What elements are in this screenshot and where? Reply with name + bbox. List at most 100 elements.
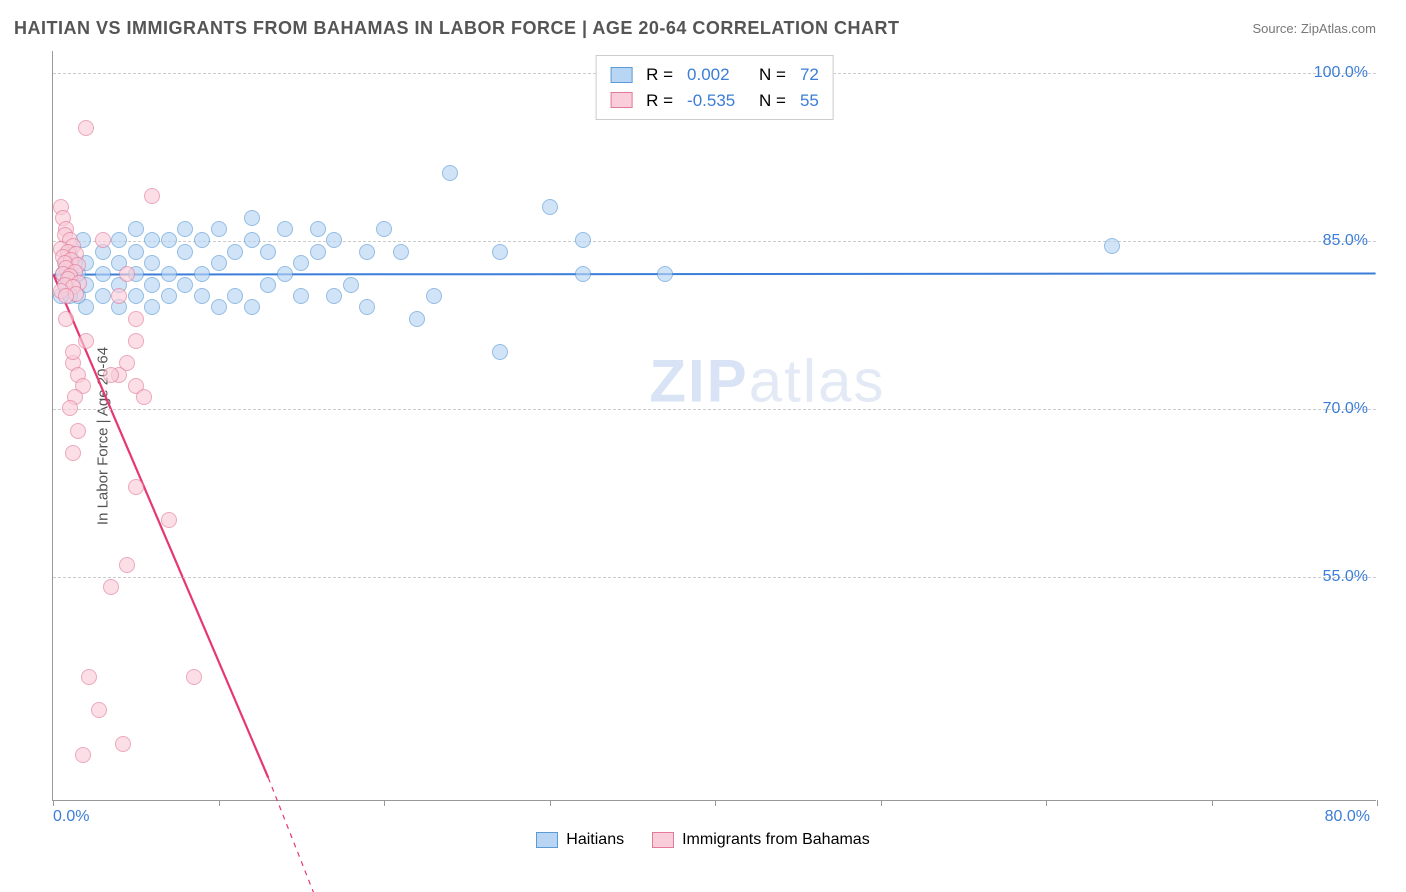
scatter-point [211,255,227,271]
scatter-point [426,288,442,304]
scatter-point [492,344,508,360]
scatter-point [393,244,409,260]
scatter-point [81,669,97,685]
scatter-point [161,512,177,528]
scatter-point [128,311,144,327]
scatter-point [119,557,135,573]
legend-series-item: Haitians [536,831,624,849]
scatter-point [62,400,78,416]
y-tick-label: 100.0% [1314,64,1368,82]
scatter-point [194,266,210,282]
scatter-point [144,232,160,248]
header: HAITIAN VS IMMIGRANTS FROM BAHAMAS IN LA… [0,0,1406,45]
scatter-point [227,288,243,304]
scatter-point [95,266,111,282]
scatter-point [244,299,260,315]
scatter-point [78,120,94,136]
scatter-point [177,244,193,260]
legend-series-item: Immigrants from Bahamas [652,831,870,849]
legend-n-value: 55 [800,88,819,114]
scatter-point [343,277,359,293]
scatter-point [128,479,144,495]
x-tick [1377,800,1378,806]
scatter-point [177,277,193,293]
scatter-point [227,244,243,260]
scatter-point [359,299,375,315]
legend-swatch [536,832,558,848]
scatter-point [326,288,342,304]
x-tick [219,800,220,806]
scatter-point [128,244,144,260]
scatter-point [144,277,160,293]
legend-swatch [652,832,674,848]
scatter-point [211,221,227,237]
scatter-point [277,266,293,282]
scatter-point [277,221,293,237]
scatter-point [1104,238,1120,254]
source-link[interactable]: ZipAtlas.com [1301,21,1376,36]
scatter-point [111,232,127,248]
scatter-point [359,244,375,260]
y-tick-label: 85.0% [1323,232,1368,250]
x-axis-start-label: 0.0% [53,808,89,826]
x-tick [1046,800,1047,806]
scatter-point [65,344,81,360]
scatter-point [575,266,591,282]
scatter-point [492,244,508,260]
scatter-point [161,266,177,282]
gridline [53,409,1376,410]
scatter-point [575,232,591,248]
scatter-point [293,255,309,271]
scatter-point [186,669,202,685]
scatter-point [91,702,107,718]
scatter-point [542,199,558,215]
scatter-point [103,579,119,595]
trend-lines-svg [53,51,1376,800]
x-axis-end-label: 80.0% [1325,808,1370,826]
x-tick [53,800,54,806]
scatter-point [58,288,74,304]
scatter-point [293,288,309,304]
legend-n-value: 72 [800,62,819,88]
scatter-point [144,188,160,204]
scatter-point [194,288,210,304]
plot-area: ZIPatlas R = 0.002N = 72R = -0.535N = 55… [52,51,1376,801]
scatter-point [70,423,86,439]
legend-r-value: -0.535 [687,88,745,114]
source-attribution: Source: ZipAtlas.com [1252,21,1376,36]
x-tick [550,800,551,806]
scatter-point [409,311,425,327]
chart-title: HAITIAN VS IMMIGRANTS FROM BAHAMAS IN LA… [14,18,900,39]
scatter-point [442,165,458,181]
legend-series: Haitians Immigrants from Bahamas [0,831,1406,849]
scatter-point [244,210,260,226]
scatter-point [128,221,144,237]
legend-swatch [610,92,632,108]
scatter-point [310,221,326,237]
scatter-point [194,232,210,248]
legend-swatch [610,67,632,83]
x-tick [1212,800,1213,806]
scatter-point [260,277,276,293]
x-tick [715,800,716,806]
legend-correlation-box: R = 0.002N = 72R = -0.535N = 55 [595,55,834,120]
scatter-point [244,232,260,248]
scatter-point [95,232,111,248]
scatter-point [326,232,342,248]
scatter-point [161,232,177,248]
scatter-point [95,288,111,304]
legend-correlation-row: R = 0.002N = 72 [610,62,819,88]
plot-wrapper: In Labor Force | Age 20-64 ZIPatlas R = … [42,51,1376,821]
y-tick-label: 55.0% [1323,568,1368,586]
scatter-point [144,299,160,315]
scatter-point [119,266,135,282]
scatter-point [161,288,177,304]
scatter-point [310,244,326,260]
scatter-point [65,445,81,461]
scatter-point [103,367,119,383]
scatter-point [78,333,94,349]
gridline [53,577,1376,578]
scatter-point [75,747,91,763]
x-tick [881,800,882,806]
scatter-point [144,255,160,271]
